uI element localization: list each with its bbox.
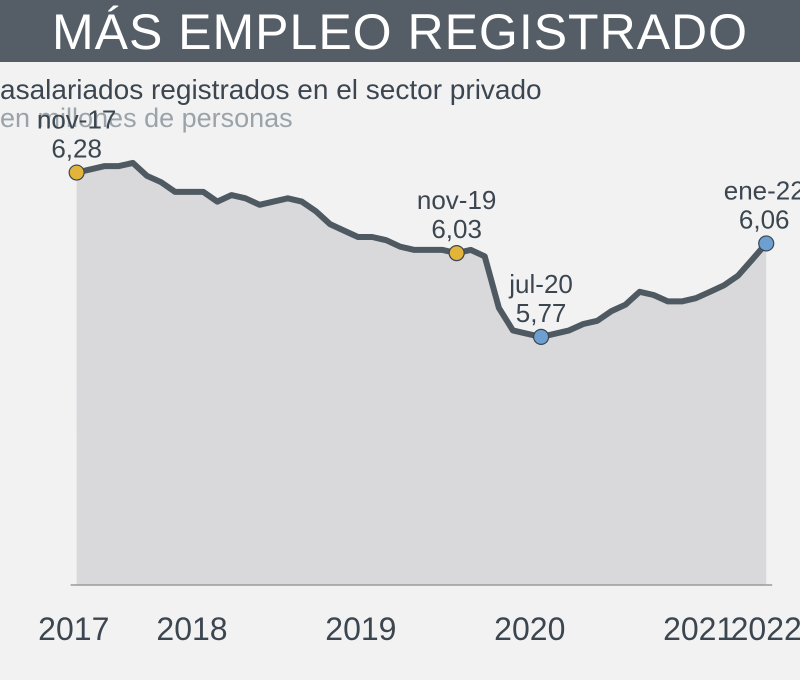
- x-tick-label: 2019: [325, 611, 396, 647]
- x-tick-label: 2022: [731, 611, 800, 647]
- annotation-date: nov-17: [37, 105, 117, 135]
- annotation-value: 6,03: [431, 214, 482, 244]
- x-tick-label: 2017: [38, 611, 109, 647]
- annotation-marker: [68, 164, 85, 181]
- title-banner: MÁS EMPLEO REGISTRADO: [0, 0, 800, 62]
- chart-subtitle: asalariados registrados en el sector pri…: [0, 74, 542, 105]
- area-fill: [76, 162, 767, 585]
- annotation-value: 6,06: [739, 204, 790, 234]
- x-tick-label: 2020: [494, 611, 565, 647]
- annotation-date: ene-22: [724, 175, 800, 205]
- annotation-date: jul-20: [508, 269, 573, 299]
- chart-title: MÁS EMPLEO REGISTRADO: [51, 4, 749, 60]
- annotation-marker: [532, 328, 550, 345]
- annotation-marker: [758, 235, 775, 252]
- annotation-date: nov-19: [417, 185, 497, 215]
- annotation-value: 6,28: [51, 134, 102, 164]
- annotation-value: 5,77: [516, 298, 567, 328]
- chart-units: en millones de personas: [0, 103, 293, 133]
- series-line: [73, 159, 770, 340]
- annotation-marker: [448, 245, 465, 262]
- x-tick-label: 2018: [156, 611, 227, 647]
- x-tick-label: 2021: [663, 611, 734, 647]
